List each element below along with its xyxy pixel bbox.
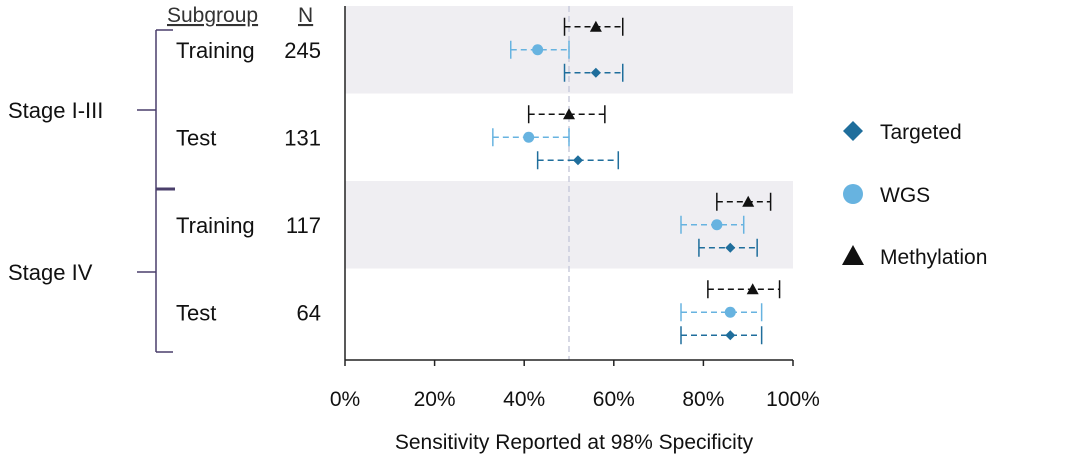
estimate-methylation [707,280,781,299]
subgroup-label: Test [176,125,216,150]
subgroup-label: Training [176,38,255,63]
n-value: 64 [297,300,321,325]
stage-label: Stage I-III [8,98,103,123]
stage-label: Stage IV [8,260,93,285]
legend-item-wgs: WGS [843,184,930,207]
x-tick-label: 0% [330,388,360,411]
x-axis-title: Sensitivity Reported at 98% Specificity [395,431,754,454]
point-marker [523,131,535,143]
point-marker [724,306,736,318]
x-tick-label: 40% [503,388,545,411]
legend-marker [842,245,864,265]
estimate-wgs [510,40,570,59]
point-marker [746,283,759,295]
n-header: N [298,4,313,27]
point-marker [742,195,755,207]
estimate-targeted [536,151,620,170]
point-marker [563,108,575,120]
x-tick-label: 60% [593,388,635,411]
subgroup-label: Training [176,213,255,238]
legend-label: Methylation [880,246,987,269]
n-value: 117 [286,213,321,238]
subgroup-header: Subgroup [167,4,258,27]
subgroup-label: Test [176,300,216,325]
point-marker [725,330,736,341]
row-labels: Subgroup N Training 245 Test 131 Training 117… [167,4,321,325]
point-marker [589,20,602,32]
estimate-wgs [680,215,745,234]
point-marker [532,44,544,56]
estimate-targeted [563,63,624,82]
estimate-methylation [563,17,624,36]
stage-brackets: Stage I-III Stage IV [8,29,175,353]
estimate-marks [492,17,781,345]
point-marker [711,219,723,231]
n-value: 245 [284,38,321,63]
legend-label: WGS [880,184,930,207]
x-tick-label: 20% [414,388,456,411]
legend-item-methylation: Methylation [842,245,987,269]
estimate-wgs [680,303,763,322]
x-axis: 0% 20% 40% 60% 80% 100% [330,6,820,411]
estimate-methylation [716,192,772,211]
legend-label: Targeted [880,121,962,144]
legend: Targeted WGS Methylation [842,121,987,269]
x-tick-label: 100% [766,388,820,411]
estimate-targeted [680,326,763,345]
legend-marker [843,121,863,141]
n-value: 131 [284,125,321,150]
point-marker [590,67,601,78]
legend-item-targeted: Targeted [843,121,962,144]
estimate-targeted [698,238,758,257]
x-tick-label: 80% [682,388,724,411]
estimate-methylation [527,105,606,124]
estimate-wgs [492,128,570,147]
legend-marker [843,184,863,204]
point-marker [725,242,736,253]
point-marker [572,155,583,166]
